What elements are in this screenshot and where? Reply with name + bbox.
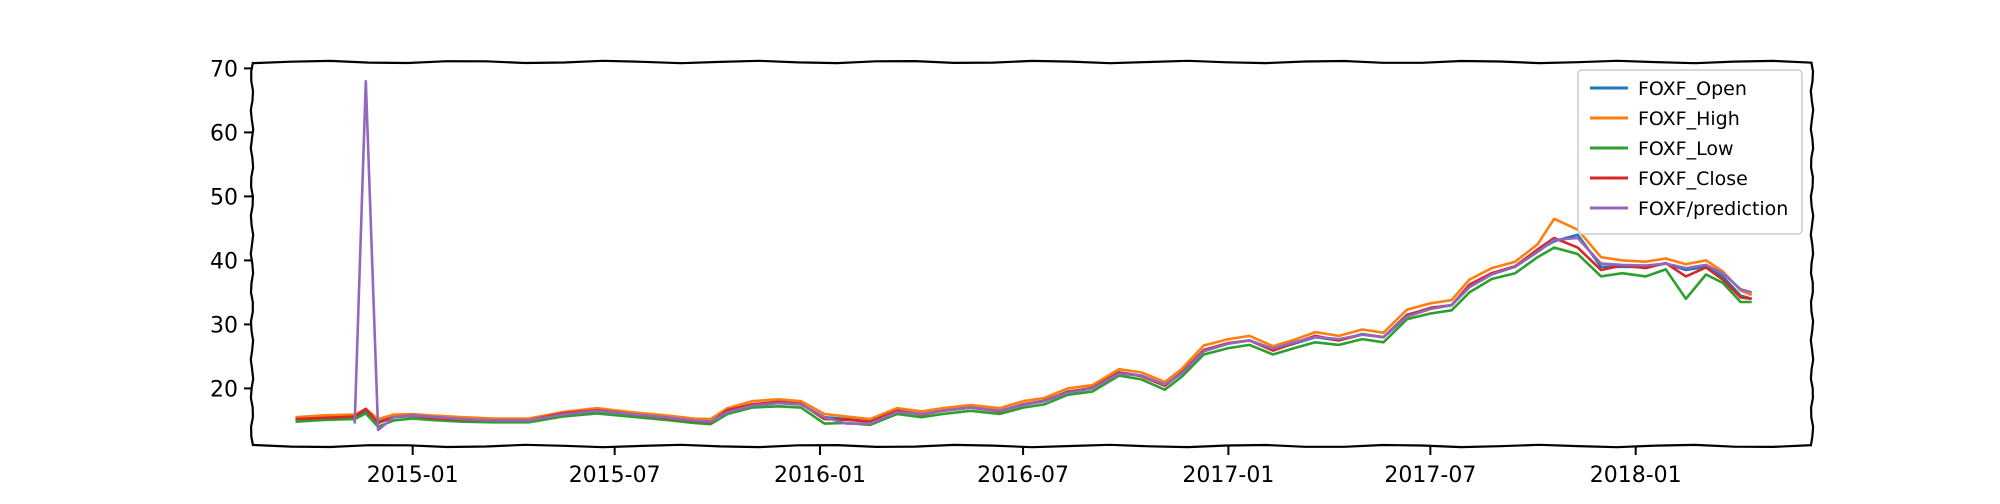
y-tick-label: 50 [210, 185, 238, 210]
legend-label: FOXF_Low [1638, 138, 1734, 160]
axis-bottom [251, 443, 1813, 449]
series-line-foxf-close [295, 236, 1752, 425]
y-tick-label: 60 [210, 121, 238, 146]
axis-top [251, 59, 1813, 65]
legend-label: FOXF/prediction [1638, 198, 1788, 220]
y-tick-label: 20 [210, 377, 238, 402]
legend-label: FOXF_Open [1638, 78, 1747, 100]
x-tick-label: 2015-01 [367, 463, 459, 488]
legend-label: FOXF_Close [1638, 168, 1748, 190]
x-tick-label: 2016-01 [774, 463, 866, 488]
axis-right [1809, 61, 1815, 447]
x-tick-label: 2015-07 [569, 463, 661, 488]
legend-box [1577, 69, 1803, 235]
series-line-foxf-prediction [353, 79, 1753, 432]
x-tick-label: 2016-07 [977, 463, 1069, 488]
y-tick-label: 70 [210, 57, 238, 82]
axis-left [249, 61, 255, 447]
y-tick-label: 40 [210, 249, 238, 274]
x-tick-label: 2017-07 [1384, 463, 1476, 488]
series-line-foxf-low [295, 246, 1752, 429]
x-tick-label: 2017-01 [1182, 463, 1274, 488]
series-line-foxf-open [295, 233, 1753, 423]
legend-label: FOXF_High [1638, 108, 1740, 130]
series-line-foxf-high [295, 217, 1753, 421]
x-tick-label: 2018-01 [1590, 463, 1682, 488]
y-tick-label: 30 [210, 313, 238, 338]
